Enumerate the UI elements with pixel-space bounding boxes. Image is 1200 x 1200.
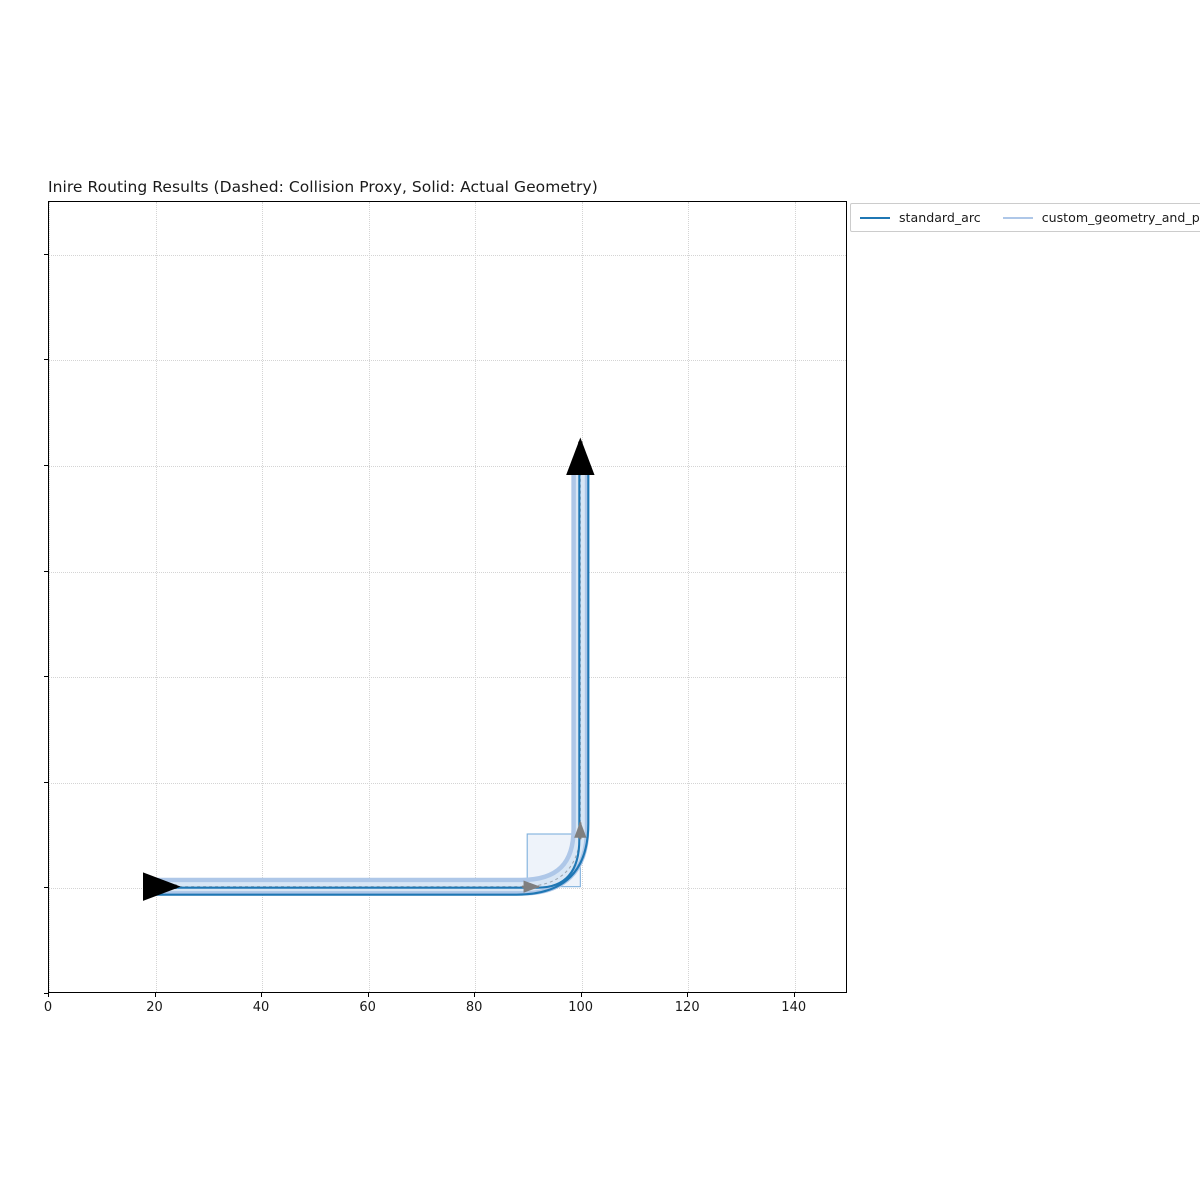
- gridline-horizontal: [49, 782, 846, 784]
- legend-entry-custom_geometry_and_proxy[interactable]: custom_geometry_and_proxy: [1002, 210, 1200, 225]
- plot-area: [48, 201, 847, 993]
- x-tick-mark: [687, 993, 689, 997]
- chart-legend[interactable]: standard_arc custom_geometry_and_proxy: [850, 203, 1200, 232]
- y-tick-mark: [44, 676, 48, 678]
- y-tick-mark: [44, 570, 48, 572]
- x-tick-label: 60: [359, 1000, 376, 1015]
- legend-label: custom_geometry_and_proxy: [1041, 210, 1200, 225]
- legend-entry-standard_arc[interactable]: standard_arc: [860, 210, 981, 225]
- proxy-direction-arrows: [521, 821, 587, 893]
- route-geometry: [143, 437, 595, 901]
- x-tick-label: 80: [465, 1000, 483, 1015]
- gridline-horizontal: [49, 466, 846, 467]
- standard-arc: [154, 464, 590, 896]
- legend-swatch-icon: [860, 216, 890, 219]
- page-title: Inire Routing Results (Dashed: Collision…: [48, 178, 598, 196]
- x-tick-mark: [367, 993, 369, 997]
- x-tick-mark: [48, 993, 49, 997]
- x-tick-mark: [793, 993, 795, 997]
- gridline-horizontal: [49, 254, 846, 256]
- gridline-vertical: [581, 202, 583, 992]
- x-tick-label: 40: [252, 1000, 270, 1015]
- collision-proxy-rect: [526, 833, 581, 888]
- y-tick-mark: [44, 359, 48, 361]
- legend-swatch-icon: [1002, 216, 1033, 219]
- x-tick-mark: [580, 993, 582, 997]
- gridline-horizontal: [49, 677, 846, 679]
- x-tick-label: 100: [568, 1000, 594, 1015]
- y-tick-mark: [44, 253, 48, 255]
- x-tick-label: 20: [146, 1000, 163, 1015]
- y-tick-mark: [44, 781, 48, 783]
- gridline-vertical: [368, 202, 370, 992]
- gridline-horizontal: [49, 571, 846, 573]
- x-tick-label: 0: [43, 1000, 53, 1015]
- gridline-vertical: [262, 202, 264, 992]
- gridline-vertical: [688, 202, 690, 992]
- gridline-vertical: [155, 202, 157, 992]
- y-tick-mark: [44, 887, 48, 889]
- y-tick-mark: [44, 465, 48, 466]
- gridline-horizontal: [49, 888, 846, 890]
- x-tick-label: 120: [674, 1000, 700, 1015]
- legend-label: standard_arc: [899, 210, 981, 225]
- x-tick-mark: [261, 993, 263, 997]
- gridline-vertical: [475, 202, 477, 992]
- gridline-vertical: [49, 202, 50, 992]
- x-tick-mark: [154, 993, 156, 997]
- y-tick-mark: [44, 993, 48, 994]
- gridline-vertical: [794, 202, 796, 992]
- x-tick-label: 140: [781, 1000, 807, 1015]
- x-tick-mark: [474, 993, 476, 997]
- gridline-horizontal: [49, 360, 846, 362]
